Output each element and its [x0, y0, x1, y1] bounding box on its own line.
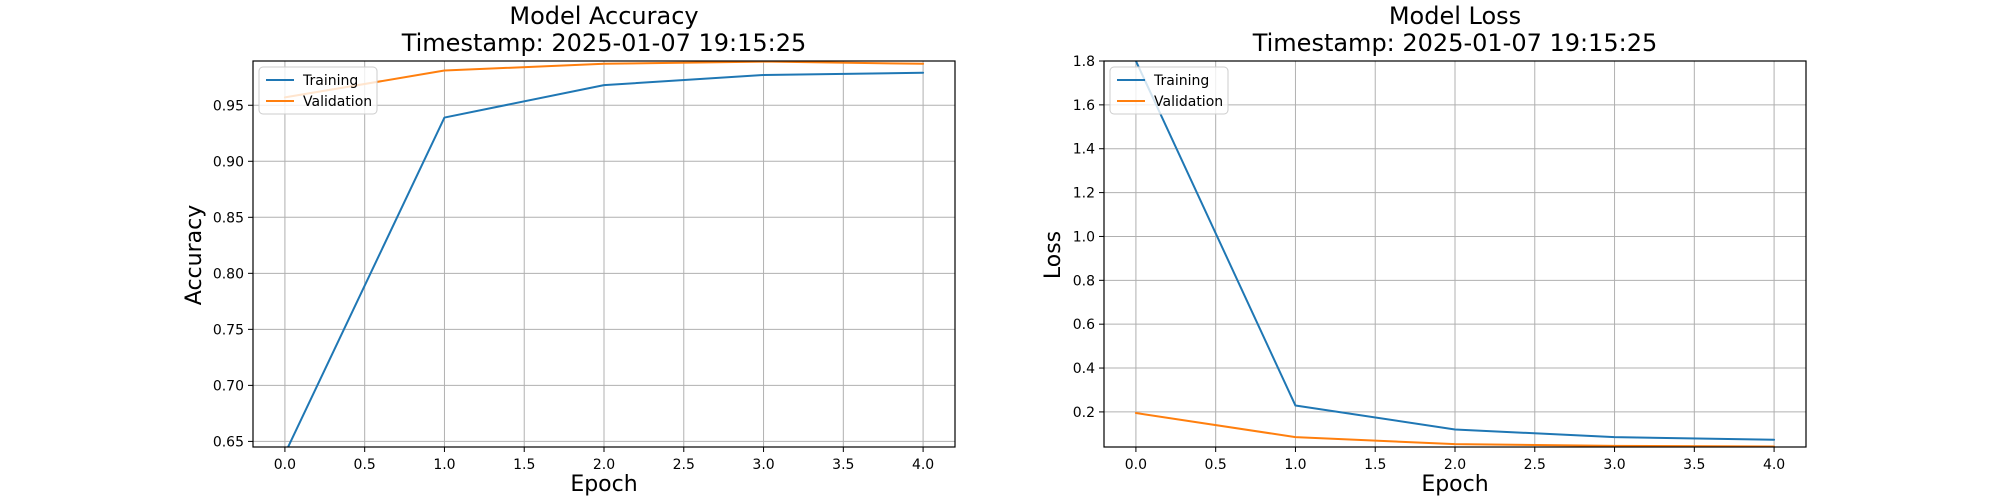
- loss-y-tick-label: 1.2: [1073, 186, 1095, 202]
- accuracy-legend: Training Validation: [258, 66, 378, 115]
- accuracy-chart-subtitle: Timestamp: 2025-01-07 19:15:25: [401, 29, 807, 57]
- loss-x-tick-label: 2.0: [1444, 457, 1466, 473]
- loss-legend-label-validation: Validation: [1154, 94, 1223, 110]
- accuracy-x-tick-label: 1.5: [513, 457, 535, 473]
- accuracy-y-tick-label: 0.80: [213, 266, 244, 282]
- accuracy-x-tick-label: 1.0: [433, 457, 455, 473]
- loss-y-tick-label: 1.6: [1073, 98, 1095, 114]
- loss-legend: Training Validation: [1109, 66, 1229, 115]
- loss-chart-title: Model Loss: [1389, 2, 1521, 30]
- accuracy-x-tick-label: 2.5: [673, 457, 695, 473]
- loss-series-line-validation: [1134, 412, 1776, 447]
- accuracy-x-tick-label: 4.0: [912, 457, 934, 473]
- loss-x-tick-label: 4.0: [1763, 457, 1785, 473]
- accuracy-y-axis-label: Accuracy: [182, 205, 207, 305]
- accuracy-y-tick-label: 0.95: [213, 98, 244, 114]
- accuracy-y-tick-label: 0.85: [213, 210, 244, 226]
- loss-y-tick-label: 1.4: [1073, 142, 1095, 158]
- accuracy-ticks: 0.0 0.5 1.0 1.5 2.0 2.5 3.0 3.5 4.0 0.65 0.70 0.75 0…: [213, 98, 934, 473]
- accuracy-chart-title: Model Accuracy: [509, 2, 698, 30]
- accuracy-y-tick-label: 0.75: [213, 322, 244, 338]
- loss-series-line-training: [1134, 61, 1776, 441]
- loss-y-tick-label: 0.8: [1073, 273, 1095, 289]
- loss-x-axis-label: Epoch: [1421, 472, 1488, 497]
- loss-x-tick-label: 2.5: [1524, 457, 1546, 473]
- accuracy-legend-label-validation: Validation: [303, 94, 372, 110]
- loss-y-axis-label: Loss: [1041, 231, 1066, 279]
- accuracy-plot-lines: [283, 61, 925, 447]
- loss-ticks: 0.0 0.5 1.0 1.5 2.0 2.5 3.0 3.5 4.0 0.2 0.4 0.6 0.8 1…: [1073, 54, 1785, 473]
- accuracy-legend-label-training: Training: [302, 73, 358, 89]
- loss-grid: [1104, 60, 1806, 447]
- accuracy-grid: [253, 61, 955, 447]
- loss-x-tick-label: 0.0: [1125, 457, 1147, 473]
- accuracy-x-tick-label: 0.0: [274, 457, 296, 473]
- accuracy-series-line-training: [286, 71, 925, 447]
- loss-x-tick-label: 1.0: [1284, 457, 1306, 473]
- loss-x-tick-label: 0.5: [1205, 457, 1227, 473]
- accuracy-y-tick-label: 0.70: [213, 378, 244, 394]
- accuracy-x-tick-label: 3.5: [832, 457, 854, 473]
- loss-x-tick-label: 3.0: [1603, 457, 1625, 473]
- accuracy-y-tick-label: 0.90: [213, 154, 244, 170]
- loss-y-tick-label: 0.4: [1073, 361, 1095, 377]
- loss-y-tick-label: 0.2: [1073, 405, 1095, 421]
- loss-chart-subtitle: Timestamp: 2025-01-07 19:15:25: [1252, 29, 1658, 57]
- loss-plot-lines: [1134, 61, 1776, 447]
- loss-legend-box: [1109, 66, 1229, 115]
- loss-y-tick-label: 0.6: [1073, 317, 1095, 333]
- accuracy-series-line-validation: [283, 61, 925, 99]
- accuracy-x-tick-label: 0.5: [354, 457, 376, 473]
- accuracy-x-tick-label: 2.0: [593, 457, 615, 473]
- loss-y-tick-label: 1.0: [1073, 229, 1095, 245]
- loss-x-tick-label: 3.5: [1683, 457, 1705, 473]
- loss-y-tick-label: 1.8: [1073, 54, 1095, 70]
- accuracy-x-axis-label: Epoch: [570, 472, 637, 497]
- accuracy-legend-box: [258, 66, 378, 115]
- loss-legend-label-training: Training: [1153, 73, 1209, 89]
- accuracy-y-tick-label: 0.65: [213, 434, 244, 450]
- loss-x-tick-label: 1.5: [1364, 457, 1386, 473]
- loss-chart: Model Loss Timestamp: 2025-01-07 19:15:2…: [1041, 2, 1807, 497]
- accuracy-chart: Model Accuracy Timestamp: 2025-01-07 19:…: [182, 2, 956, 497]
- accuracy-x-tick-label: 3.0: [752, 457, 774, 473]
